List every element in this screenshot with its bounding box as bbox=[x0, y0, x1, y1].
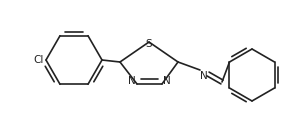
Text: N: N bbox=[200, 71, 208, 81]
Text: N: N bbox=[128, 76, 136, 86]
Text: N: N bbox=[163, 76, 171, 86]
Text: Cl: Cl bbox=[34, 55, 44, 65]
Text: S: S bbox=[146, 39, 152, 49]
